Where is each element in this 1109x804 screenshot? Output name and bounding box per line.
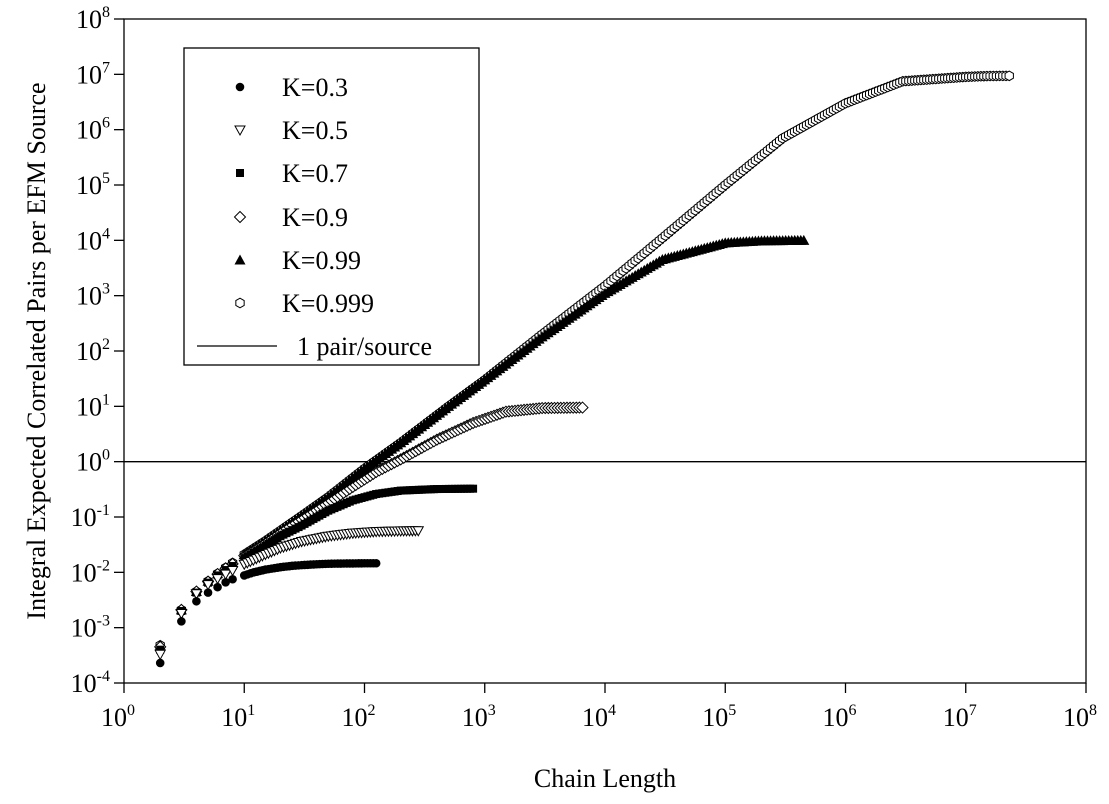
data-point bbox=[1004, 70, 1014, 82]
data-point bbox=[228, 574, 237, 584]
legend-marker bbox=[235, 297, 245, 309]
legend-marker bbox=[235, 82, 245, 92]
legend-label: K=0.3 bbox=[282, 73, 348, 102]
legend-label: 1 pair/source bbox=[297, 332, 432, 361]
x-tick-label: 104 bbox=[582, 702, 616, 732]
x-tick-label: 100 bbox=[101, 702, 135, 732]
data-point bbox=[156, 645, 165, 654]
x-tick-label: 101 bbox=[221, 702, 255, 732]
data-point bbox=[211, 574, 224, 585]
x-tick-label: 105 bbox=[702, 702, 736, 732]
y-tick-label: 10-2 bbox=[71, 557, 110, 587]
y-tick-label: 102 bbox=[76, 336, 110, 366]
plot-area bbox=[124, 70, 1086, 668]
x-tick-label: 102 bbox=[342, 702, 376, 732]
x-tick-label: 107 bbox=[943, 702, 977, 732]
legend-box bbox=[183, 47, 480, 366]
y-tick-label: 10-3 bbox=[71, 613, 110, 643]
data-point bbox=[576, 401, 589, 414]
data-point bbox=[154, 649, 167, 661]
data-point bbox=[219, 569, 232, 581]
data-point bbox=[221, 578, 230, 587]
data-point bbox=[155, 658, 165, 668]
legend: K=0.3 K=0.5 K=0.7 K=0.9 K=0.99 K=0.999 1 pair/… bbox=[183, 47, 480, 366]
data-point bbox=[177, 617, 186, 626]
y-tick-label: 105 bbox=[76, 170, 110, 200]
legend-marker bbox=[234, 125, 246, 137]
legend-marker bbox=[233, 210, 247, 224]
data-point bbox=[469, 484, 478, 493]
y-tick-label: 100 bbox=[76, 447, 110, 477]
y-tick-label: 10-4 bbox=[71, 668, 110, 698]
y-tick-label: 103 bbox=[76, 281, 110, 311]
data-point bbox=[190, 589, 203, 600]
x-tick-label: 103 bbox=[462, 702, 496, 732]
data-point bbox=[213, 582, 222, 592]
data-point bbox=[192, 596, 201, 606]
data-point bbox=[226, 565, 239, 577]
x-tick-label: 106 bbox=[823, 702, 857, 732]
series-K-0-7 bbox=[156, 484, 478, 654]
y-axis: 10-4 10-3 10-2 10-1 100 101 102 103 104 105 106 107… bbox=[71, 4, 124, 698]
y-tick-label: 108 bbox=[76, 4, 110, 34]
legend-marker bbox=[236, 169, 244, 177]
legend-marker bbox=[234, 254, 246, 265]
y-tick-label: 10-1 bbox=[71, 502, 110, 532]
y-axis-title: Integral Expected Correlated Pairs per E… bbox=[22, 82, 51, 619]
legend-label: K=0.5 bbox=[282, 116, 348, 145]
y-tick-label: 106 bbox=[76, 115, 110, 145]
x-axis: 100 101 102 103 104 105 106 107 108 bbox=[101, 683, 1097, 732]
y-tick-label: 101 bbox=[76, 391, 110, 421]
x-axis-title: Chain Length bbox=[534, 764, 676, 793]
data-point bbox=[412, 526, 425, 537]
data-point bbox=[203, 588, 213, 597]
data-point bbox=[175, 609, 188, 620]
legend-label: K=0.7 bbox=[282, 159, 348, 188]
data-point bbox=[371, 558, 381, 568]
legend-label: K=0.99 bbox=[282, 246, 361, 275]
y-tick-label: 107 bbox=[76, 59, 110, 89]
data-point bbox=[202, 580, 214, 591]
y-tick-label: 104 bbox=[76, 225, 110, 255]
x-tick-label: 108 bbox=[1063, 702, 1097, 732]
series-K-0-3 bbox=[155, 558, 381, 668]
legend-label: K=0.9 bbox=[282, 203, 348, 232]
legend-label: K=0.999 bbox=[282, 289, 374, 318]
data-point bbox=[798, 234, 810, 245]
series-K-0-5 bbox=[154, 526, 425, 661]
